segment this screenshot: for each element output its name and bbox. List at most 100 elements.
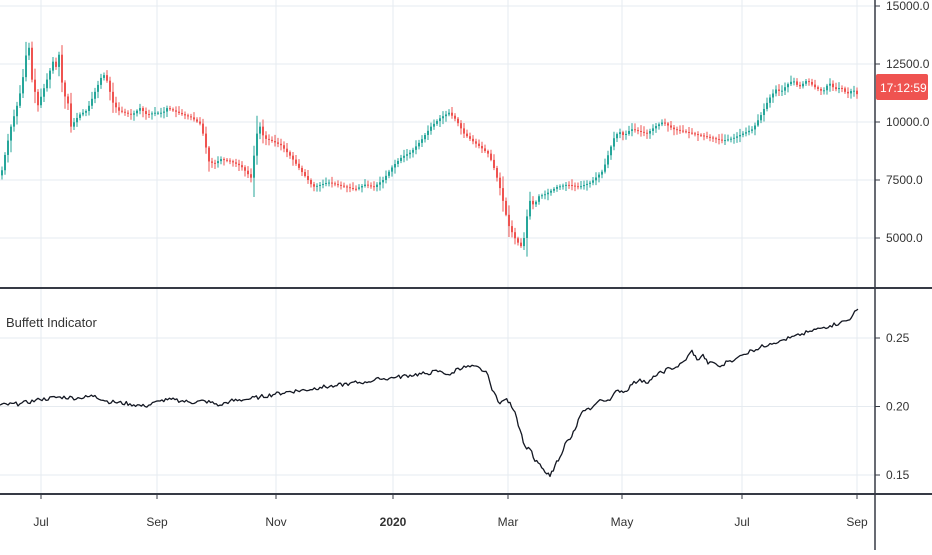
candle[interactable] xyxy=(592,176,594,186)
candle[interactable] xyxy=(607,150,609,169)
candle[interactable] xyxy=(139,103,141,115)
candle[interactable] xyxy=(640,125,642,137)
candle[interactable] xyxy=(157,111,159,115)
candle[interactable] xyxy=(847,87,849,98)
candle[interactable] xyxy=(361,184,363,193)
candle[interactable] xyxy=(751,126,753,134)
candle[interactable] xyxy=(145,107,147,120)
candle[interactable] xyxy=(52,56,54,74)
indicator-series[interactable] xyxy=(0,308,859,478)
candle[interactable] xyxy=(346,184,348,193)
candle[interactable] xyxy=(832,80,834,92)
candle[interactable] xyxy=(634,123,636,133)
candle[interactable] xyxy=(415,140,417,155)
candle[interactable] xyxy=(679,125,681,134)
candle[interactable] xyxy=(724,134,726,145)
candle[interactable] xyxy=(280,138,282,151)
candle[interactable] xyxy=(46,73,48,92)
candle[interactable] xyxy=(49,67,51,89)
candle[interactable] xyxy=(334,181,336,187)
candle[interactable] xyxy=(442,111,444,125)
candle[interactable] xyxy=(508,205,510,237)
candle[interactable] xyxy=(40,88,42,108)
candle[interactable] xyxy=(286,142,288,158)
candle[interactable] xyxy=(667,121,669,132)
candle[interactable] xyxy=(739,128,741,143)
candle[interactable] xyxy=(466,129,468,138)
candle[interactable] xyxy=(736,132,738,143)
candle[interactable] xyxy=(427,125,429,141)
candle[interactable] xyxy=(472,135,474,145)
candle[interactable] xyxy=(715,136,717,144)
candle[interactable] xyxy=(76,112,78,127)
candle[interactable] xyxy=(556,184,558,192)
candle[interactable] xyxy=(838,82,840,94)
price-axis[interactable]: 15000.0 12500.0 10000.0 7500.0 5000.0 xyxy=(875,0,930,245)
candle[interactable] xyxy=(148,109,150,119)
candle[interactable] xyxy=(604,158,606,174)
candle[interactable] xyxy=(484,144,486,153)
candle[interactable] xyxy=(538,194,540,205)
candle[interactable] xyxy=(583,180,585,190)
candle[interactable] xyxy=(235,158,237,167)
candle[interactable] xyxy=(658,122,660,130)
candle[interactable] xyxy=(247,166,249,179)
candle[interactable] xyxy=(808,78,810,86)
candle[interactable] xyxy=(253,145,255,197)
candle[interactable] xyxy=(331,176,333,188)
candle[interactable] xyxy=(829,78,831,92)
candle[interactable] xyxy=(463,123,465,138)
candle[interactable] xyxy=(799,81,801,89)
candle[interactable] xyxy=(337,180,339,188)
candle[interactable] xyxy=(175,106,177,118)
candle[interactable] xyxy=(298,159,300,171)
candle[interactable] xyxy=(535,200,537,207)
candle[interactable] xyxy=(34,68,36,104)
price-candles[interactable] xyxy=(1,41,858,257)
candle[interactable] xyxy=(745,127,747,137)
candle[interactable] xyxy=(625,130,627,140)
candle[interactable] xyxy=(433,119,435,130)
candle[interactable] xyxy=(475,138,477,148)
candle[interactable] xyxy=(43,83,45,103)
candle[interactable] xyxy=(223,157,225,166)
candle[interactable] xyxy=(805,78,807,86)
candle[interactable] xyxy=(655,122,657,133)
candle[interactable] xyxy=(697,131,699,142)
candle[interactable] xyxy=(802,81,804,89)
candle[interactable] xyxy=(685,129,687,134)
candle[interactable] xyxy=(241,161,243,171)
candle[interactable] xyxy=(595,172,597,186)
candle[interactable] xyxy=(97,80,99,99)
candle[interactable] xyxy=(742,131,744,138)
candle[interactable] xyxy=(694,131,696,137)
candle[interactable] xyxy=(637,127,639,135)
candle[interactable] xyxy=(103,72,105,81)
candle[interactable] xyxy=(121,106,123,114)
candle[interactable] xyxy=(559,184,561,190)
candle[interactable] xyxy=(406,148,408,161)
candle[interactable] xyxy=(457,117,459,127)
candle[interactable] xyxy=(19,85,21,108)
candle[interactable] xyxy=(454,113,456,122)
candle[interactable] xyxy=(376,182,378,192)
candle[interactable] xyxy=(385,170,387,184)
candle[interactable] xyxy=(400,154,402,164)
candle[interactable] xyxy=(4,152,6,175)
candle[interactable] xyxy=(499,172,501,196)
candle[interactable] xyxy=(781,85,783,96)
candle[interactable] xyxy=(7,133,9,163)
candle[interactable] xyxy=(574,182,576,192)
candle[interactable] xyxy=(439,115,441,127)
candle[interactable] xyxy=(16,101,18,125)
candle[interactable] xyxy=(652,124,654,136)
candle[interactable] xyxy=(445,110,447,122)
candle[interactable] xyxy=(721,133,723,144)
indicator-axis[interactable]: 0.25 0.20 0.15 xyxy=(875,331,910,482)
candle[interactable] xyxy=(151,111,153,120)
candle[interactable] xyxy=(520,238,522,248)
candle[interactable] xyxy=(514,227,516,245)
candle[interactable] xyxy=(193,112,195,122)
candle[interactable] xyxy=(772,89,774,103)
candle[interactable] xyxy=(448,109,450,117)
